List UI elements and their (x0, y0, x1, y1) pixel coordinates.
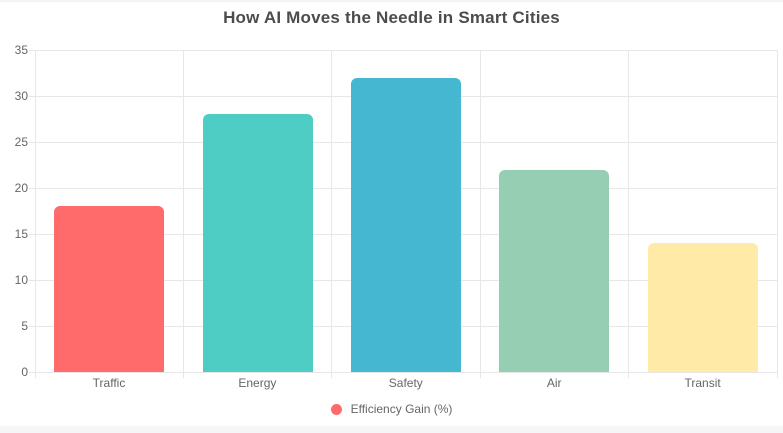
legend-marker-icon (330, 403, 342, 415)
gridline-x-3 (479, 50, 481, 378)
legend-item[interactable]: Efficiency Gain (%) (0, 402, 783, 416)
y-tick-label-25: 25 (14, 135, 28, 149)
y-tick-label-30: 30 (14, 89, 28, 103)
x-tick-label-traffic: Traffic (92, 376, 126, 390)
x-tick-label-air: Air (546, 376, 562, 390)
legend-label: Efficiency Gain (%) (350, 402, 453, 416)
gridline-x-4 (628, 50, 630, 378)
y-tick-label-5: 5 (21, 319, 28, 333)
x-tick-label-energy: Energy (238, 376, 277, 390)
y-tick-label-15: 15 (14, 227, 28, 241)
chart-title: How AI Moves the Needle in Smart Cities (223, 8, 560, 27)
bar-air[interactable] (499, 169, 610, 372)
bar-safety[interactable] (351, 77, 461, 372)
y-tick-label-10: 10 (14, 273, 28, 287)
gridline-x-2 (331, 50, 333, 378)
y-tick-label-20: 20 (14, 181, 28, 195)
x-tick-label-transit: Transit (684, 376, 721, 390)
gridline-x-5 (776, 50, 778, 378)
gridline-y-35 (29, 49, 777, 51)
gridline-y-0 (29, 371, 777, 373)
y-axis-line (34, 50, 36, 378)
bar-transit[interactable] (647, 243, 758, 372)
y-tick-label-35: 35 (14, 43, 28, 57)
x-tick-label-safety: Safety (388, 376, 423, 390)
gridline-x-1 (182, 50, 184, 378)
y-tick-label-0: 0 (21, 365, 28, 379)
bottom-edge-strip (0, 426, 783, 433)
bar-energy[interactable] (202, 114, 313, 372)
bar-traffic[interactable] (54, 206, 165, 372)
plot-area (29, 49, 778, 378)
